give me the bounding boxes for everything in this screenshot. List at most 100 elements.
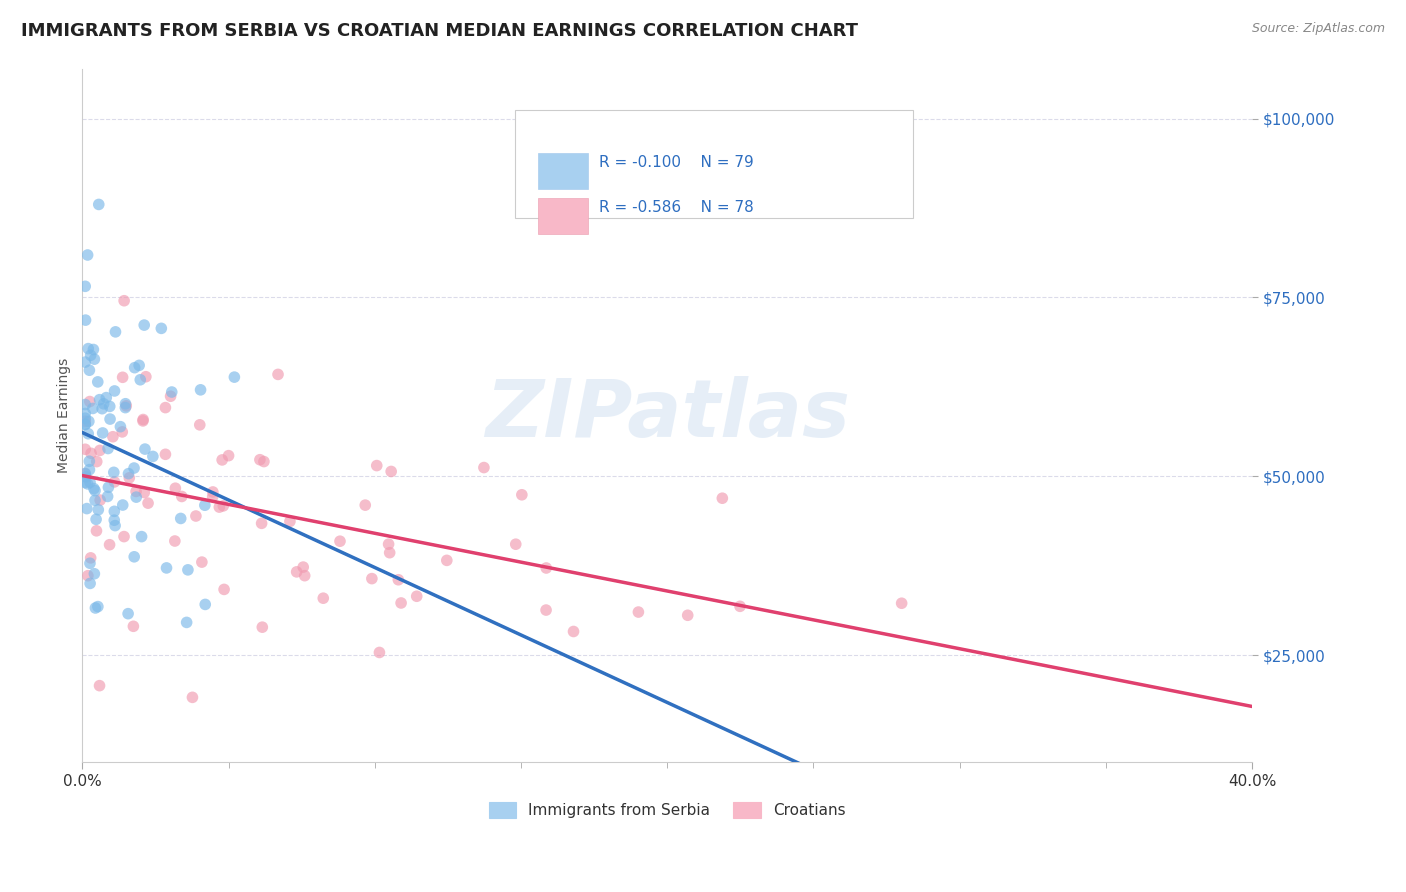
Point: [75, 279, 97, 293]
FancyBboxPatch shape: [538, 153, 588, 189]
Point: [82, 401, 104, 416]
Point: [97, 442, 120, 456]
Point: [124, 360, 146, 375]
Point: [77, 414, 100, 428]
Point: [368, 645, 391, 659]
Point: [114, 397, 136, 411]
FancyBboxPatch shape: [538, 198, 588, 234]
Point: [89, 392, 111, 407]
Point: [292, 560, 315, 574]
Point: [312, 591, 335, 606]
Point: [86, 524, 108, 538]
Point: [150, 321, 173, 335]
Point: [79, 576, 101, 591]
Point: [103, 475, 125, 489]
Point: [201, 490, 224, 504]
Point: [103, 384, 125, 398]
Point: [122, 461, 145, 475]
Text: ZIPatlas: ZIPatlas: [485, 376, 849, 455]
Point: [112, 530, 135, 544]
Point: [380, 465, 402, 479]
Point: [79, 348, 101, 362]
Point: [82, 343, 104, 357]
Point: [93, 397, 115, 411]
Point: [87, 375, 110, 389]
Point: [267, 368, 290, 382]
Point: [89, 679, 111, 693]
Point: [129, 373, 152, 387]
Point: [91, 425, 114, 440]
Text: R = -0.100    N = 79: R = -0.100 N = 79: [599, 155, 754, 170]
Point: [170, 490, 193, 504]
Point: [211, 453, 233, 467]
Point: [117, 467, 139, 481]
Point: [117, 607, 139, 621]
Point: [360, 572, 382, 586]
Point: [135, 369, 157, 384]
Point: [79, 394, 101, 409]
Point: [83, 352, 105, 367]
Point: [378, 546, 401, 560]
Point: [249, 452, 271, 467]
Point: [75, 467, 97, 481]
Point: [114, 401, 136, 415]
Point: [250, 516, 273, 531]
Point: [208, 500, 231, 515]
Point: [75, 417, 97, 432]
Point: [294, 568, 316, 582]
Point: [75, 414, 97, 428]
Point: [79, 475, 101, 490]
Point: [122, 619, 145, 633]
Point: [80, 446, 103, 460]
Point: [103, 504, 125, 518]
Point: [84, 601, 107, 615]
Point: [91, 401, 114, 416]
Point: [98, 400, 121, 414]
Point: [155, 447, 177, 461]
Point: [505, 537, 527, 551]
Point: [253, 454, 276, 468]
Point: [77, 568, 100, 582]
Point: [79, 463, 101, 477]
FancyBboxPatch shape: [515, 110, 912, 218]
Point: [76, 248, 98, 262]
Point: [112, 293, 135, 308]
Point: [134, 485, 156, 500]
Point: [405, 589, 427, 603]
Point: [75, 355, 97, 369]
Point: [177, 563, 200, 577]
Point: [115, 399, 138, 413]
Text: IMMIGRANTS FROM SERBIA VS CROATIAN MEDIAN EARNINGS CORRELATION CHART: IMMIGRANTS FROM SERBIA VS CROATIAN MEDIA…: [21, 22, 858, 40]
Point: [77, 426, 100, 441]
Point: [224, 370, 246, 384]
Point: [132, 412, 155, 426]
Point: [75, 475, 97, 490]
Point: [83, 566, 105, 581]
Point: [84, 483, 107, 498]
Point: [329, 534, 352, 549]
Text: Source: ZipAtlas.com: Source: ZipAtlas.com: [1251, 22, 1385, 36]
Point: [111, 370, 134, 384]
Point: [165, 481, 187, 495]
Point: [181, 690, 204, 705]
Point: [104, 325, 127, 339]
Point: [711, 491, 734, 506]
Point: [76, 501, 98, 516]
Point: [190, 383, 212, 397]
Point: [75, 407, 97, 421]
Point: [131, 530, 153, 544]
Point: [87, 502, 110, 516]
Point: [125, 484, 148, 499]
Point: [159, 389, 181, 403]
Point: [75, 417, 97, 432]
Point: [75, 313, 97, 327]
Y-axis label: Median Earnings: Median Earnings: [58, 358, 72, 473]
Legend: Immigrants from Serbia, Croatians: Immigrants from Serbia, Croatians: [482, 796, 852, 824]
Point: [534, 603, 557, 617]
Point: [155, 401, 177, 415]
Point: [212, 499, 235, 513]
Point: [201, 485, 224, 500]
Point: [79, 556, 101, 570]
Point: [79, 550, 101, 565]
Point: [134, 318, 156, 332]
